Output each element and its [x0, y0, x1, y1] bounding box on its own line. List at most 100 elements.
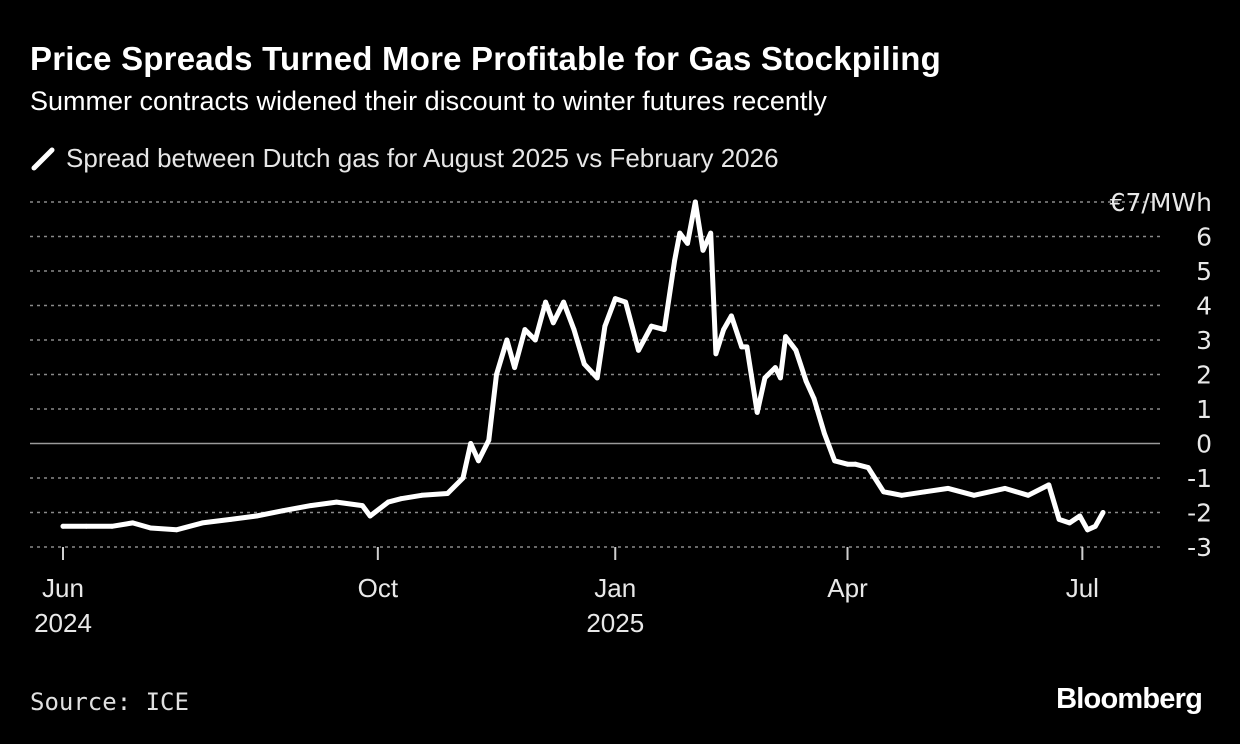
data-point: [468, 441, 474, 446]
legend-label: Spread between Dutch gas for August 2025…: [66, 143, 779, 173]
data-point: [543, 299, 548, 305]
data-point: [561, 299, 566, 305]
data-point: [865, 465, 871, 470]
data-point: [445, 491, 450, 496]
data-point: [899, 492, 905, 498]
data-point: [594, 375, 600, 381]
data-point: [852, 461, 858, 467]
data-point: [1085, 527, 1090, 533]
x-tick-label: Jul: [1066, 573, 1099, 603]
y-tick-label: 2: [1196, 361, 1212, 390]
series-layer: [60, 199, 1106, 533]
data-point: [783, 334, 788, 339]
legend: Spread between Dutch gas for August 2025…: [30, 143, 779, 174]
data-point: [685, 241, 690, 246]
data-point: [571, 327, 577, 332]
data-point: [1025, 492, 1031, 498]
data-point: [494, 372, 499, 377]
x-tick-label: Apr: [827, 573, 868, 603]
data-point: [700, 247, 706, 253]
data-point: [672, 258, 677, 263]
y-tick-label: 5: [1196, 257, 1212, 286]
data-point: [109, 523, 115, 529]
data-point: [398, 496, 404, 502]
data-point: [476, 458, 481, 464]
y-axis: €7/MWh 6 5 4 3 2 1 0 -1 -2 -3: [1110, 188, 1212, 562]
data-point: [602, 323, 608, 329]
data-point: [1067, 520, 1072, 526]
x-tick-label: Jan: [594, 573, 636, 603]
data-point: [922, 489, 928, 495]
y-tick-label: 0: [1196, 430, 1212, 459]
y-tick-label: -3: [1187, 533, 1212, 562]
data-point: [1100, 510, 1106, 515]
data-point: [832, 458, 837, 464]
data-point: [729, 313, 734, 319]
data-point: [778, 375, 783, 381]
y-tick-label: €7/MWh: [1110, 188, 1212, 217]
data-point: [945, 486, 951, 491]
x-tick-label: Oct: [358, 573, 399, 603]
y-tick-label: 4: [1196, 292, 1212, 321]
x-tick-year-label: 2025: [586, 608, 644, 638]
data-point: [762, 375, 768, 381]
data-point: [612, 296, 618, 301]
x-axis: Jun 2024 Oct Jan 2025 Apr Jul: [34, 547, 1099, 638]
data-point: [811, 396, 817, 401]
y-tick-label: -1: [1187, 464, 1212, 493]
grid-layer: [30, 201, 1160, 548]
legend-line-icon: [31, 147, 55, 170]
data-point: [1092, 523, 1098, 529]
data-point: [83, 523, 89, 529]
y-tick-label: -2: [1187, 499, 1212, 528]
chart-subtitle: Summer contracts widened their discount …: [30, 86, 827, 116]
data-point: [280, 508, 285, 514]
data-point: [522, 327, 528, 332]
data-point: [793, 347, 799, 353]
data-point: [308, 503, 314, 508]
data-point: [692, 199, 698, 205]
data-point: [581, 361, 587, 367]
y-tick-label: 1: [1196, 395, 1212, 424]
data-point: [550, 320, 556, 326]
data-point: [881, 489, 886, 495]
data-point: [1046, 482, 1052, 488]
bloomberg-logo: Bloomberg: [1056, 683, 1203, 715]
data-point: [845, 461, 850, 467]
data-point: [486, 437, 492, 443]
data-point: [636, 347, 641, 353]
data-point: [200, 520, 205, 526]
data-point: [649, 323, 654, 329]
y-tick-label: 3: [1196, 326, 1212, 355]
data-point: [228, 517, 234, 522]
data-point: [1002, 486, 1008, 491]
data-point: [744, 344, 750, 350]
data-point: [754, 410, 760, 415]
y-tick-label: 6: [1196, 223, 1212, 252]
data-point: [367, 513, 373, 519]
data-point: [148, 525, 154, 531]
chart-title: Price Spreads Turned More Profitable for…: [30, 40, 941, 77]
data-point: [60, 523, 66, 529]
data-point: [254, 513, 259, 519]
data-point: [821, 430, 827, 436]
data-point: [739, 344, 745, 350]
data-point: [713, 351, 719, 357]
data-point: [1077, 513, 1083, 519]
data-point: [1056, 517, 1062, 522]
data-point: [772, 365, 778, 370]
data-point: [803, 379, 809, 384]
source-note: Source: ICE: [30, 688, 189, 716]
data-point: [661, 327, 667, 332]
data-point: [174, 527, 179, 533]
data-point: [385, 499, 391, 505]
data-point: [334, 499, 339, 505]
data-point: [971, 492, 977, 498]
data-point: [623, 299, 628, 305]
x-tick-label: Jun: [42, 573, 84, 603]
data-point: [532, 337, 538, 343]
x-tick-year-label: 2024: [34, 608, 92, 638]
data-point: [460, 475, 466, 481]
data-point: [677, 230, 683, 236]
